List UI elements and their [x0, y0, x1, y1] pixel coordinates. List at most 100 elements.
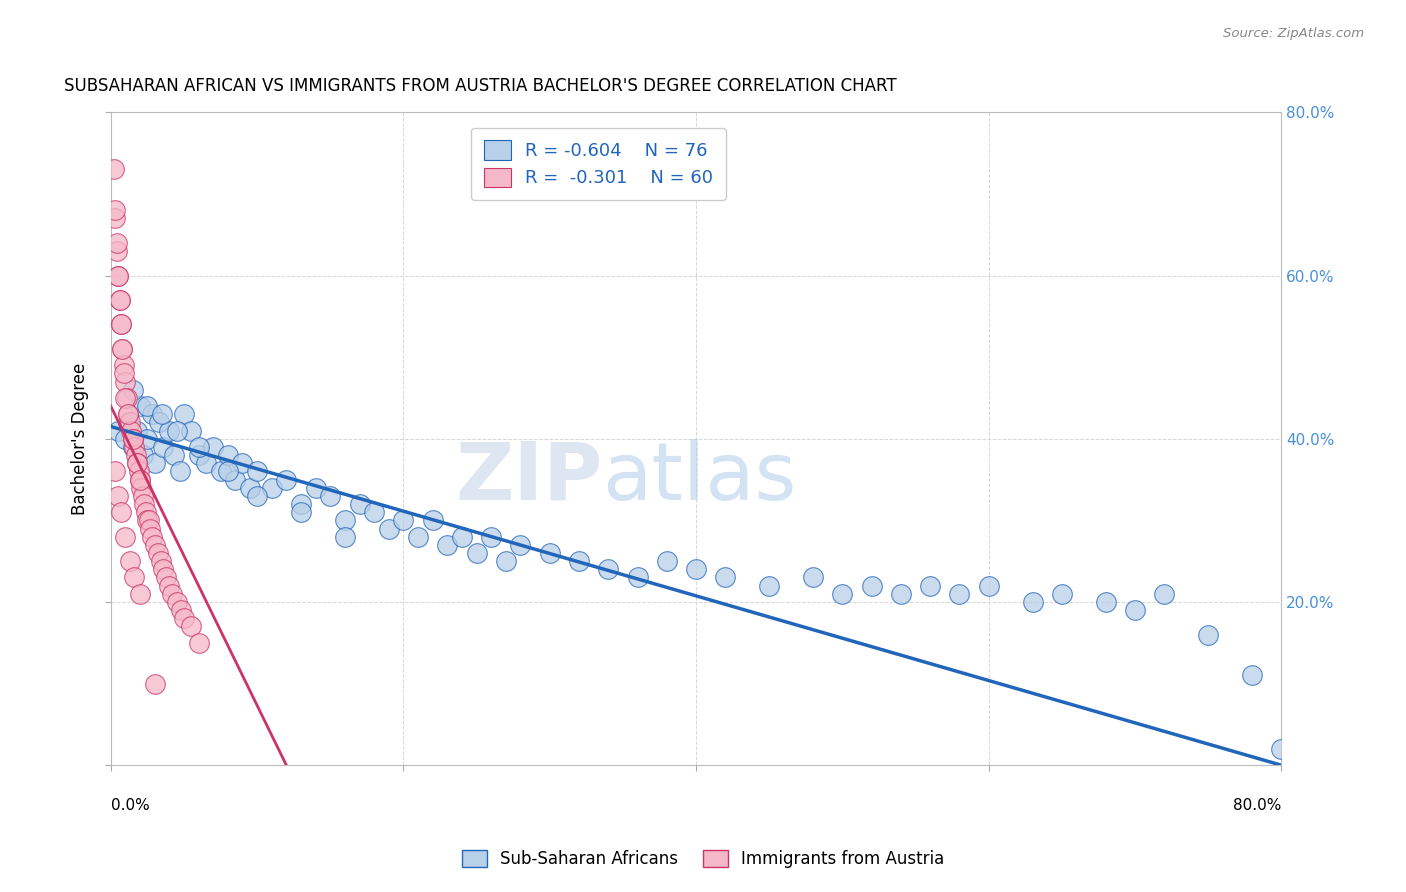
- Point: [150, 407, 173, 421]
- Point: [120, 424, 142, 438]
- Point: [626, 570, 648, 584]
- Point: [121, 440, 143, 454]
- Point: [136, 399, 159, 413]
- Point: [138, 513, 160, 527]
- Point: [127, 456, 149, 470]
- Point: [173, 611, 195, 625]
- Point: [319, 489, 342, 503]
- Point: [146, 546, 169, 560]
- Point: [422, 513, 444, 527]
- Point: [141, 407, 163, 421]
- Point: [118, 416, 141, 430]
- Point: [107, 489, 129, 503]
- Point: [129, 399, 152, 413]
- Point: [685, 562, 707, 576]
- Point: [436, 538, 458, 552]
- Point: [831, 587, 853, 601]
- Point: [141, 530, 163, 544]
- Point: [194, 456, 217, 470]
- Point: [104, 211, 127, 226]
- Point: [108, 293, 131, 307]
- Point: [977, 579, 1000, 593]
- Point: [136, 432, 159, 446]
- Point: [166, 595, 188, 609]
- Point: [114, 530, 136, 544]
- Point: [246, 464, 269, 478]
- Point: [117, 416, 139, 430]
- Point: [1270, 742, 1292, 756]
- Y-axis label: Bachelor's Degree: Bachelor's Degree: [72, 363, 89, 515]
- Point: [392, 513, 415, 527]
- Point: [114, 375, 136, 389]
- Point: [157, 424, 180, 438]
- Point: [1241, 668, 1264, 682]
- Point: [209, 464, 232, 478]
- Point: [260, 481, 283, 495]
- Point: [124, 448, 146, 462]
- Point: [118, 554, 141, 568]
- Point: [157, 579, 180, 593]
- Point: [104, 203, 127, 218]
- Point: [155, 570, 177, 584]
- Point: [105, 235, 128, 250]
- Point: [568, 554, 591, 568]
- Point: [378, 522, 401, 536]
- Point: [107, 424, 129, 438]
- Point: [132, 489, 155, 503]
- Point: [180, 424, 202, 438]
- Point: [111, 342, 134, 356]
- Point: [110, 318, 132, 332]
- Point: [114, 432, 136, 446]
- Point: [135, 505, 157, 519]
- Point: [136, 513, 159, 527]
- Point: [121, 383, 143, 397]
- Point: [465, 546, 488, 560]
- Point: [1153, 587, 1175, 601]
- Point: [105, 244, 128, 258]
- Point: [1197, 627, 1219, 641]
- Point: [948, 587, 970, 601]
- Point: [121, 432, 143, 446]
- Point: [122, 440, 145, 454]
- Point: [290, 505, 312, 519]
- Point: [217, 448, 239, 462]
- Legend: R = -0.604    N = 76, R =  -0.301    N = 60: R = -0.604 N = 76, R = -0.301 N = 60: [471, 128, 725, 200]
- Point: [103, 162, 125, 177]
- Point: [115, 391, 138, 405]
- Point: [104, 464, 127, 478]
- Point: [333, 530, 356, 544]
- Point: [239, 481, 262, 495]
- Text: SUBSAHARAN AFRICAN VS IMMIGRANTS FROM AUSTRIA BACHELOR'S DEGREE CORRELATION CHAR: SUBSAHARAN AFRICAN VS IMMIGRANTS FROM AU…: [63, 78, 897, 95]
- Point: [349, 497, 371, 511]
- Point: [122, 570, 145, 584]
- Point: [139, 522, 162, 536]
- Point: [107, 268, 129, 283]
- Point: [129, 473, 152, 487]
- Point: [231, 456, 253, 470]
- Point: [128, 464, 150, 478]
- Point: [890, 587, 912, 601]
- Point: [224, 473, 246, 487]
- Point: [246, 489, 269, 503]
- Point: [538, 546, 561, 560]
- Point: [801, 570, 824, 584]
- Point: [134, 497, 156, 511]
- Point: [333, 513, 356, 527]
- Point: [163, 448, 186, 462]
- Point: [187, 448, 209, 462]
- Point: [108, 293, 131, 307]
- Point: [860, 579, 883, 593]
- Point: [143, 538, 166, 552]
- Point: [131, 481, 153, 495]
- Point: [152, 562, 174, 576]
- Point: [160, 587, 183, 601]
- Point: [509, 538, 531, 552]
- Point: [129, 473, 152, 487]
- Point: [112, 367, 135, 381]
- Point: [152, 440, 174, 454]
- Point: [1094, 595, 1116, 609]
- Point: [127, 456, 149, 470]
- Point: [117, 407, 139, 421]
- Point: [276, 473, 298, 487]
- Point: [129, 587, 152, 601]
